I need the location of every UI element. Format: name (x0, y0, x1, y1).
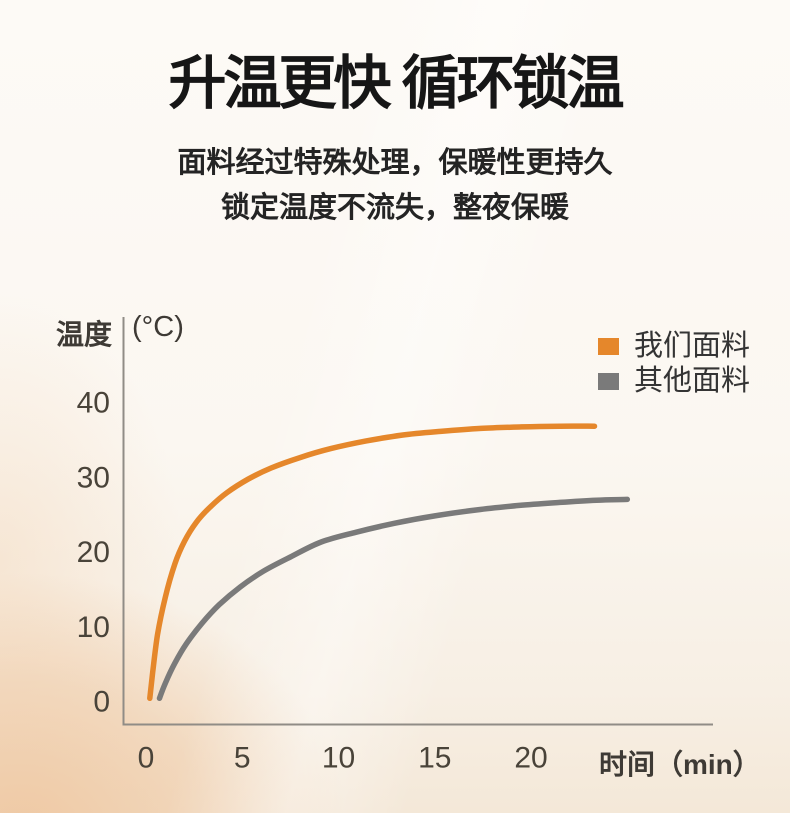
x-tick-label: 10 (322, 742, 355, 775)
y-tick-label: 40 (77, 387, 110, 420)
series-line-our-fabric (147, 423, 598, 702)
chart-legend: 我们面料 其他面料 (598, 330, 751, 397)
x-tick-label: 5 (234, 742, 251, 775)
y-tick-label: 10 (77, 611, 110, 644)
y-tick-label: 20 (77, 536, 110, 569)
x-tick-label: 15 (418, 742, 451, 775)
y-axis-title: 温度 (55, 319, 112, 350)
series-line-other-fabric (156, 496, 631, 702)
subtitle-line-1: 面料经过特殊处理，保暖性更持久 (177, 147, 613, 179)
x-tick-label: 0 (138, 742, 155, 775)
legend-item-our-fabric: 我们面料 (598, 330, 751, 362)
legend-label-our-fabric: 我们面料 (634, 330, 751, 362)
y-axis-unit: (°C) (132, 311, 184, 343)
legend-item-other-fabric: 其他面料 (598, 365, 751, 397)
subtitle-line-2: 锁定温度不流失，整夜保暖 (220, 192, 569, 224)
y-tick-label: 30 (77, 461, 110, 494)
x-axis-title: 时间（min） (599, 749, 761, 780)
page-subtitle: 面料经过特殊处理，保暖性更持久 锁定温度不流失，整夜保暖 (0, 141, 790, 231)
page-title: 升温更快 循环锁温 (168, 51, 624, 116)
legend-swatch-our-fabric (598, 337, 619, 355)
y-tick-label: 0 (93, 686, 110, 719)
temperature-chart: 0 5 10 15 20 0 10 20 30 40 (77, 317, 713, 775)
legend-label-other-fabric: 其他面料 (634, 365, 751, 397)
legend-swatch-other-fabric (598, 372, 619, 390)
x-tick-label: 20 (514, 742, 547, 775)
